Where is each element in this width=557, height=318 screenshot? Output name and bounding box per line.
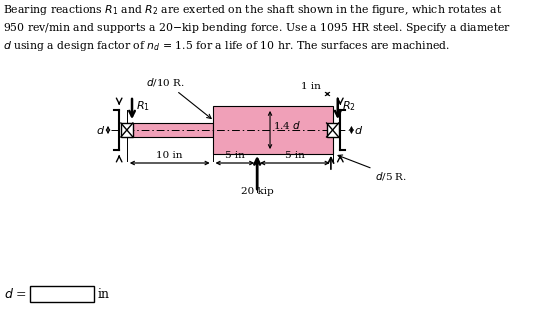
Text: $d$: $d$ <box>354 124 363 136</box>
Text: 1 in: 1 in <box>301 82 321 91</box>
Text: 1.4 $d$: 1.4 $d$ <box>272 119 301 131</box>
Bar <box>326 123 339 137</box>
Text: $R_1$: $R_1$ <box>136 99 150 113</box>
Bar <box>30 286 94 302</box>
Text: in: in <box>97 287 110 301</box>
Text: $d$/10 R.: $d$/10 R. <box>146 76 211 119</box>
Text: $R_2$: $R_2$ <box>342 99 356 113</box>
Text: Bearing reactions $R_1$ and $R_2$ are exerted on the shaft shown in the figure, : Bearing reactions $R_1$ and $R_2$ are ex… <box>3 3 511 53</box>
Bar <box>213 106 333 154</box>
Text: 5 in: 5 in <box>225 151 245 160</box>
Bar <box>121 123 133 137</box>
Bar <box>127 123 213 137</box>
Text: 10 in: 10 in <box>157 151 183 160</box>
Text: 20 kip: 20 kip <box>241 187 273 196</box>
Text: 5 in: 5 in <box>285 151 305 160</box>
Text: $d$/5 R.: $d$/5 R. <box>338 155 408 182</box>
Text: $d$: $d$ <box>96 124 105 136</box>
Text: $d$ =: $d$ = <box>3 287 27 301</box>
